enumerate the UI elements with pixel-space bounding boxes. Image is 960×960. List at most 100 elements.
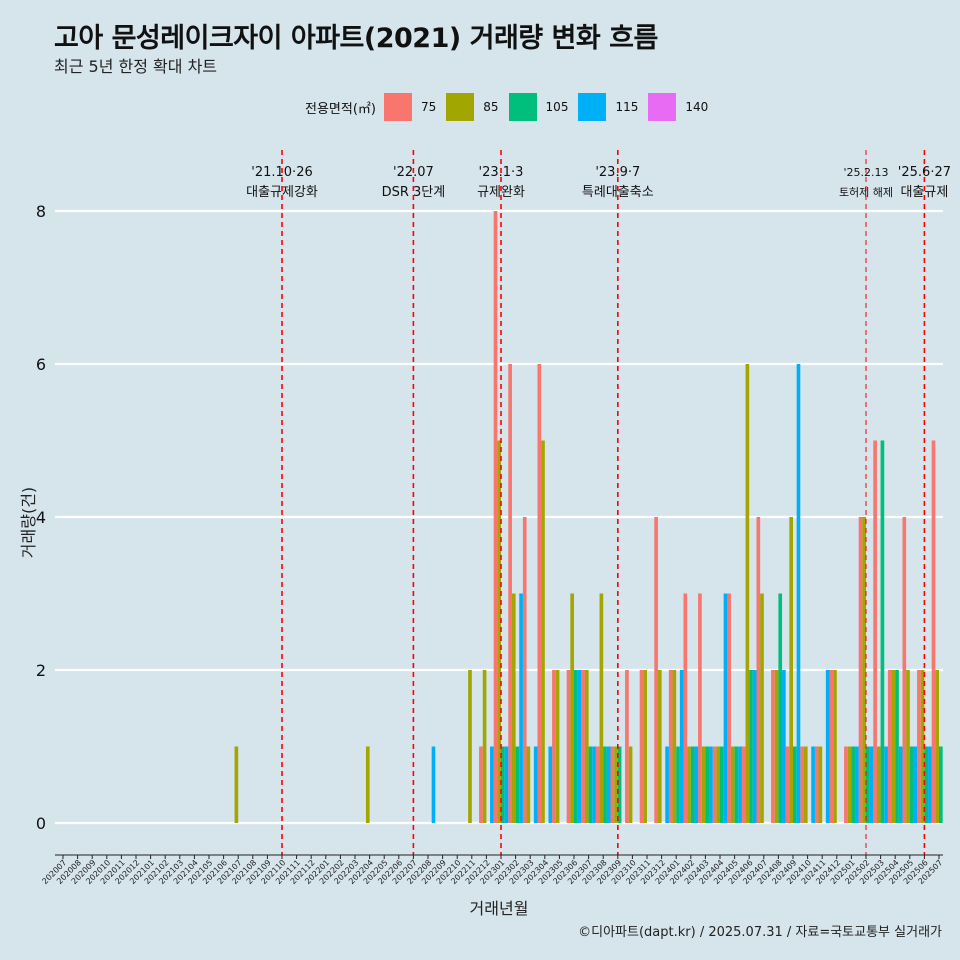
bar-105-202502 <box>866 746 870 823</box>
annotation-label: 대출규제강화 <box>246 185 318 200</box>
bar-75-202506 <box>917 670 921 823</box>
bar-115-202409 <box>796 364 801 823</box>
bar-85-202501 <box>847 746 852 823</box>
annotations: '21.10·26 대출규제강화 '22.07 DSR 3단계 '23.1·3 규제완화 '… <box>246 150 951 855</box>
bar-85-202305 <box>555 670 560 823</box>
bar-75-202306 <box>566 670 571 823</box>
bar-85-202407 <box>760 593 764 823</box>
bar-115-202302 <box>519 593 523 823</box>
bar-115-202312 <box>665 746 669 823</box>
y-axis-title: 거래량(건) <box>19 487 38 558</box>
legend-label: 105 <box>545 100 569 114</box>
legend-item-85: 85 <box>446 93 499 121</box>
bar-85-202406 <box>745 364 750 823</box>
legend-item-115: 115 <box>578 93 638 121</box>
bar-85-202504 <box>891 670 896 823</box>
bar-105-202402 <box>690 746 695 823</box>
bar-85-202409 <box>789 517 793 823</box>
annotation-date: '25.2.13 <box>843 166 888 179</box>
legend-item-105: 105 <box>508 93 569 121</box>
bar-115-202306 <box>577 670 582 823</box>
legend-swatch <box>446 93 475 121</box>
bar-115-202304 <box>548 746 553 823</box>
bar-115-202406 <box>752 670 757 823</box>
bar-75-202402 <box>683 593 688 823</box>
bar-75-202409 <box>785 746 790 823</box>
x-axis-title: 거래년월 <box>470 899 529 918</box>
annotation-date: '21.10·26 <box>251 165 312 180</box>
legend-label: 75 <box>420 100 437 114</box>
legend-label: 85 <box>483 100 499 114</box>
bar-75-202403 <box>698 593 702 823</box>
bar-75-202407 <box>756 517 761 823</box>
bar-85-202405 <box>730 746 735 823</box>
bar-75-202212 <box>479 746 483 823</box>
annotation-label: 대출규제 <box>900 185 948 200</box>
bar-115-202301 <box>504 746 509 823</box>
bar-85-202411 <box>818 746 823 823</box>
bar-75-202301 <box>493 211 498 823</box>
legend-swatch <box>648 93 677 121</box>
bar-115-202212 <box>490 746 494 823</box>
y-tick-label: 4 <box>36 508 46 527</box>
annotation-date: '23.1·3 <box>479 165 524 180</box>
bar-75-202311 <box>639 670 644 823</box>
bar-115-202402 <box>694 746 699 823</box>
bar-105-202406 <box>749 670 753 823</box>
bar-85-202308 <box>599 593 604 823</box>
bar-85-202412 <box>833 670 837 823</box>
bar-85-202306 <box>570 593 574 823</box>
bar-75-202308 <box>595 746 600 823</box>
bar-75-202408 <box>771 670 775 823</box>
bar-75-202405 <box>727 593 731 823</box>
bar-75-202312 <box>654 517 658 823</box>
bar-85-202507 <box>935 670 939 823</box>
chart-title: 고아 문성레이크자이 아파트(2021) 거래량 변화 흐름 <box>54 23 658 54</box>
annotation-date: '23.9·7 <box>595 165 640 180</box>
bar-75-202304 <box>537 364 542 823</box>
bar-85-202312 <box>657 670 662 823</box>
bar-105-202503 <box>880 440 885 823</box>
legend: 전용면적(㎡) 75 85 105 115 140 <box>305 92 718 122</box>
bar-115-202408 <box>782 670 786 823</box>
bar-105-202306 <box>574 670 578 823</box>
bar-85-202212 <box>482 670 487 823</box>
legend-swatch <box>578 93 607 121</box>
bar-85-202503 <box>876 746 881 823</box>
bar-105-202409 <box>793 746 797 823</box>
bar-115-202307 <box>592 746 596 823</box>
bar-85-202502 <box>862 517 866 823</box>
bar-105-202307 <box>588 746 593 823</box>
bar-75-202505 <box>902 517 907 823</box>
bar-105-202504 <box>895 670 899 823</box>
bar-115-202503 <box>884 746 888 823</box>
annotation-label: 토허제 해제 <box>839 185 893 199</box>
legend-title: 전용면적(㎡) <box>305 101 376 117</box>
bar-85-202505 <box>906 670 910 823</box>
bar-75-202503 <box>873 440 877 823</box>
legend-item-75: 75 <box>383 93 437 121</box>
bar-115-202501 <box>855 746 859 823</box>
bar-115-202504 <box>898 746 903 823</box>
bar-115-202505 <box>913 746 918 823</box>
source-caption: ©디아파트(dapt.kr) / 2025.07.31 / 자료=국토교통부 실… <box>578 925 942 940</box>
bar-115-202410 <box>811 746 815 823</box>
bar-85-202204 <box>365 746 370 823</box>
bar-105-202501 <box>851 746 856 823</box>
bar-105-202408 <box>778 593 783 823</box>
bar-85-202403 <box>701 746 706 823</box>
bar-105-202404 <box>720 746 724 823</box>
bar-105-202505 <box>909 746 914 823</box>
bar-105-202308 <box>603 746 607 823</box>
legend-swatch <box>383 93 412 121</box>
bar-115-202502 <box>869 746 874 823</box>
bar-85-202304 <box>541 440 545 823</box>
bar-115-202208 <box>431 746 436 823</box>
bar-75-202305 <box>552 670 556 823</box>
bar-85-202107 <box>234 746 239 823</box>
y-tick-label: 6 <box>36 355 46 374</box>
bar-85-202401 <box>672 670 677 823</box>
bar-105-202506 <box>924 746 929 823</box>
